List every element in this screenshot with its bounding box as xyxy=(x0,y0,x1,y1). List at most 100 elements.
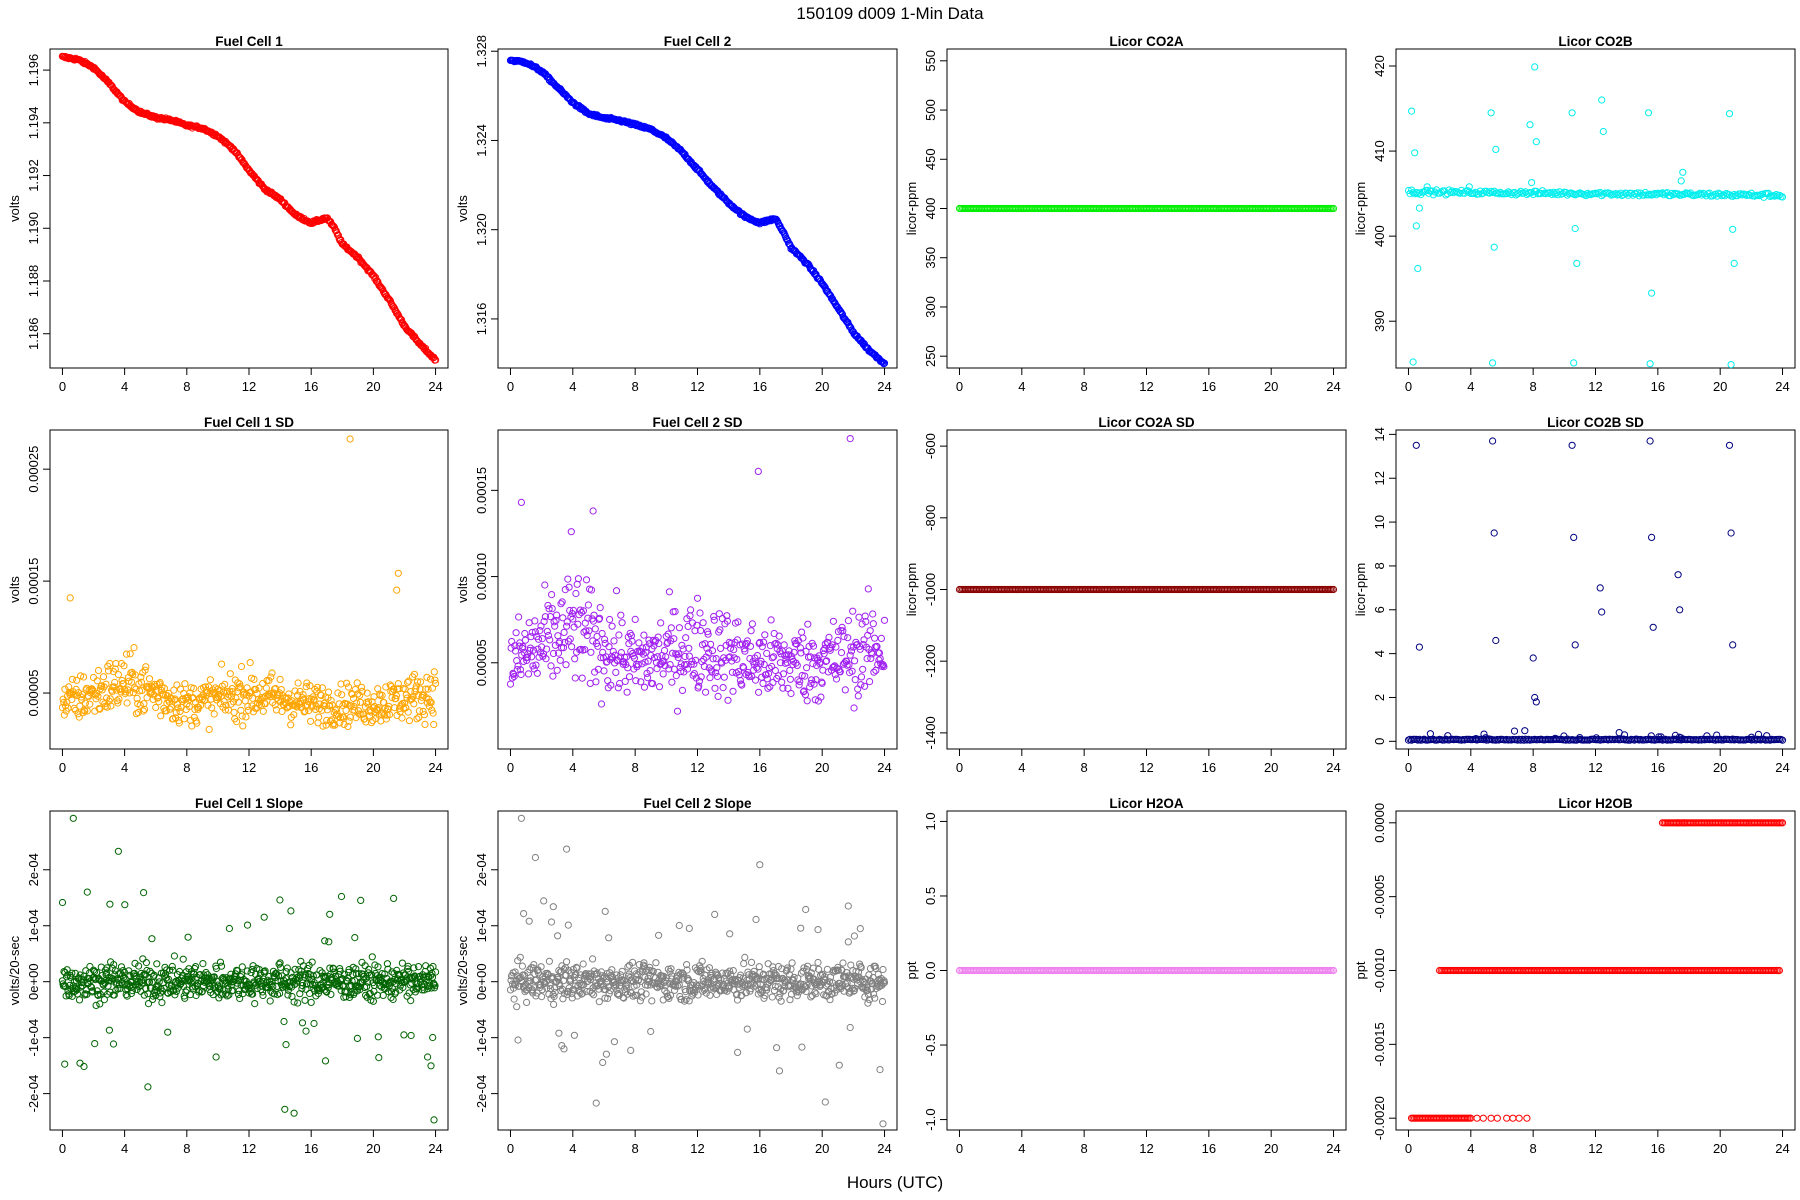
data-point xyxy=(710,616,718,624)
data-point xyxy=(115,695,123,703)
y-tick-label: 1.328 xyxy=(474,35,489,68)
data-point xyxy=(390,303,398,311)
data-point xyxy=(1470,189,1478,197)
y-tick-label: 0.00015 xyxy=(474,467,489,514)
data-point xyxy=(810,267,818,275)
y-tick-label: 1.194 xyxy=(26,107,41,140)
data-point xyxy=(400,1031,408,1039)
x-tick-label: 20 xyxy=(815,379,829,394)
data-point xyxy=(541,581,549,589)
data-point xyxy=(430,668,438,676)
panel-title: Fuel Cell 1 SD xyxy=(204,415,294,430)
y-tick-label: 500 xyxy=(923,99,938,121)
y-tick-label: 0.00015 xyxy=(26,558,41,605)
data-point xyxy=(761,631,769,639)
data-point xyxy=(678,686,687,695)
panel-title: Fuel Cell 1 Slope xyxy=(195,796,304,811)
x-tick-label: 4 xyxy=(569,379,576,394)
data-point xyxy=(549,672,557,680)
data-point xyxy=(640,631,648,639)
data-point xyxy=(206,676,214,684)
data-point xyxy=(720,673,728,681)
data-point xyxy=(880,359,889,367)
x-tick-label: 8 xyxy=(632,760,639,775)
data-point xyxy=(538,635,546,643)
data-point xyxy=(205,725,213,734)
data-point xyxy=(857,673,866,681)
data-points xyxy=(506,814,889,1128)
data-points xyxy=(1404,437,1787,744)
figure-title: 150109 d009 1-Min Data xyxy=(796,4,984,23)
data-point xyxy=(521,636,530,644)
x-tick-label: 12 xyxy=(242,379,256,394)
y-tick-label: 1.320 xyxy=(474,213,489,246)
x-tick-label: 0 xyxy=(507,379,514,394)
data-point xyxy=(1415,189,1424,197)
y-tick-label: 250 xyxy=(923,345,938,367)
y-tick-label: 0.00025 xyxy=(26,446,41,493)
data-point xyxy=(170,952,178,960)
data-point xyxy=(282,1041,290,1049)
data-point xyxy=(653,665,661,673)
data-point xyxy=(1568,441,1576,449)
data-point xyxy=(1487,109,1495,117)
data-point xyxy=(610,637,618,645)
y-tick-label: 0.00010 xyxy=(474,553,489,600)
x-tick-label: 16 xyxy=(304,760,318,775)
x-tick-label: 8 xyxy=(1530,760,1537,775)
data-point xyxy=(623,688,631,696)
data-point xyxy=(571,655,579,663)
panel-title: Fuel Cell 2 xyxy=(664,34,732,49)
data-point xyxy=(556,656,564,664)
y-tick-label: 1e-04 xyxy=(26,909,41,942)
data-point xyxy=(321,1057,330,1065)
data-point xyxy=(1521,727,1529,735)
data-point xyxy=(668,678,676,686)
plot-frame xyxy=(497,48,898,369)
data-point xyxy=(1571,641,1579,649)
data-point xyxy=(696,166,704,175)
data-point xyxy=(851,657,859,665)
x-tick-label: 8 xyxy=(1081,379,1088,394)
y-tick-label: 14 xyxy=(1372,427,1387,441)
data-point xyxy=(153,960,161,968)
data-point xyxy=(769,678,777,687)
x-tick-label: 0 xyxy=(1405,760,1412,775)
data-point xyxy=(667,624,675,632)
data-point xyxy=(524,670,533,678)
x-tick-label: 16 xyxy=(1202,760,1216,775)
data-point xyxy=(105,1026,114,1034)
data-point xyxy=(1730,259,1738,267)
data-point xyxy=(117,963,126,971)
data-point xyxy=(407,1031,415,1040)
data-point xyxy=(290,1109,298,1117)
data-point xyxy=(243,921,252,929)
x-tick-label: 16 xyxy=(753,1141,767,1156)
data-point xyxy=(122,98,130,107)
data-point xyxy=(432,968,440,976)
panel-title: Fuel Cell 2 Slope xyxy=(643,796,752,811)
data-point xyxy=(1596,584,1604,592)
data-point xyxy=(567,528,575,536)
data-point xyxy=(579,960,587,968)
x-tick-label: 16 xyxy=(1202,379,1216,394)
data-point xyxy=(239,722,247,730)
data-point xyxy=(864,585,872,593)
x-tick-label: 8 xyxy=(1081,760,1088,775)
data-point xyxy=(531,617,539,625)
data-point xyxy=(260,913,268,921)
data-point xyxy=(1646,437,1654,445)
y-tick-label: 0e+00 xyxy=(474,963,489,1000)
data-point xyxy=(106,900,114,908)
x-tick-label: 0 xyxy=(956,760,963,775)
data-point xyxy=(551,622,559,630)
data-point xyxy=(600,667,608,675)
data-point xyxy=(142,959,150,967)
x-tick-label: 4 xyxy=(569,760,576,775)
data-point xyxy=(1646,360,1654,368)
data-point xyxy=(1644,109,1653,117)
x-tick-label: 0 xyxy=(59,760,66,775)
data-point xyxy=(513,1003,521,1011)
y-tick-label: 1.324 xyxy=(474,124,489,157)
y-tick-label: 550 xyxy=(923,50,938,72)
